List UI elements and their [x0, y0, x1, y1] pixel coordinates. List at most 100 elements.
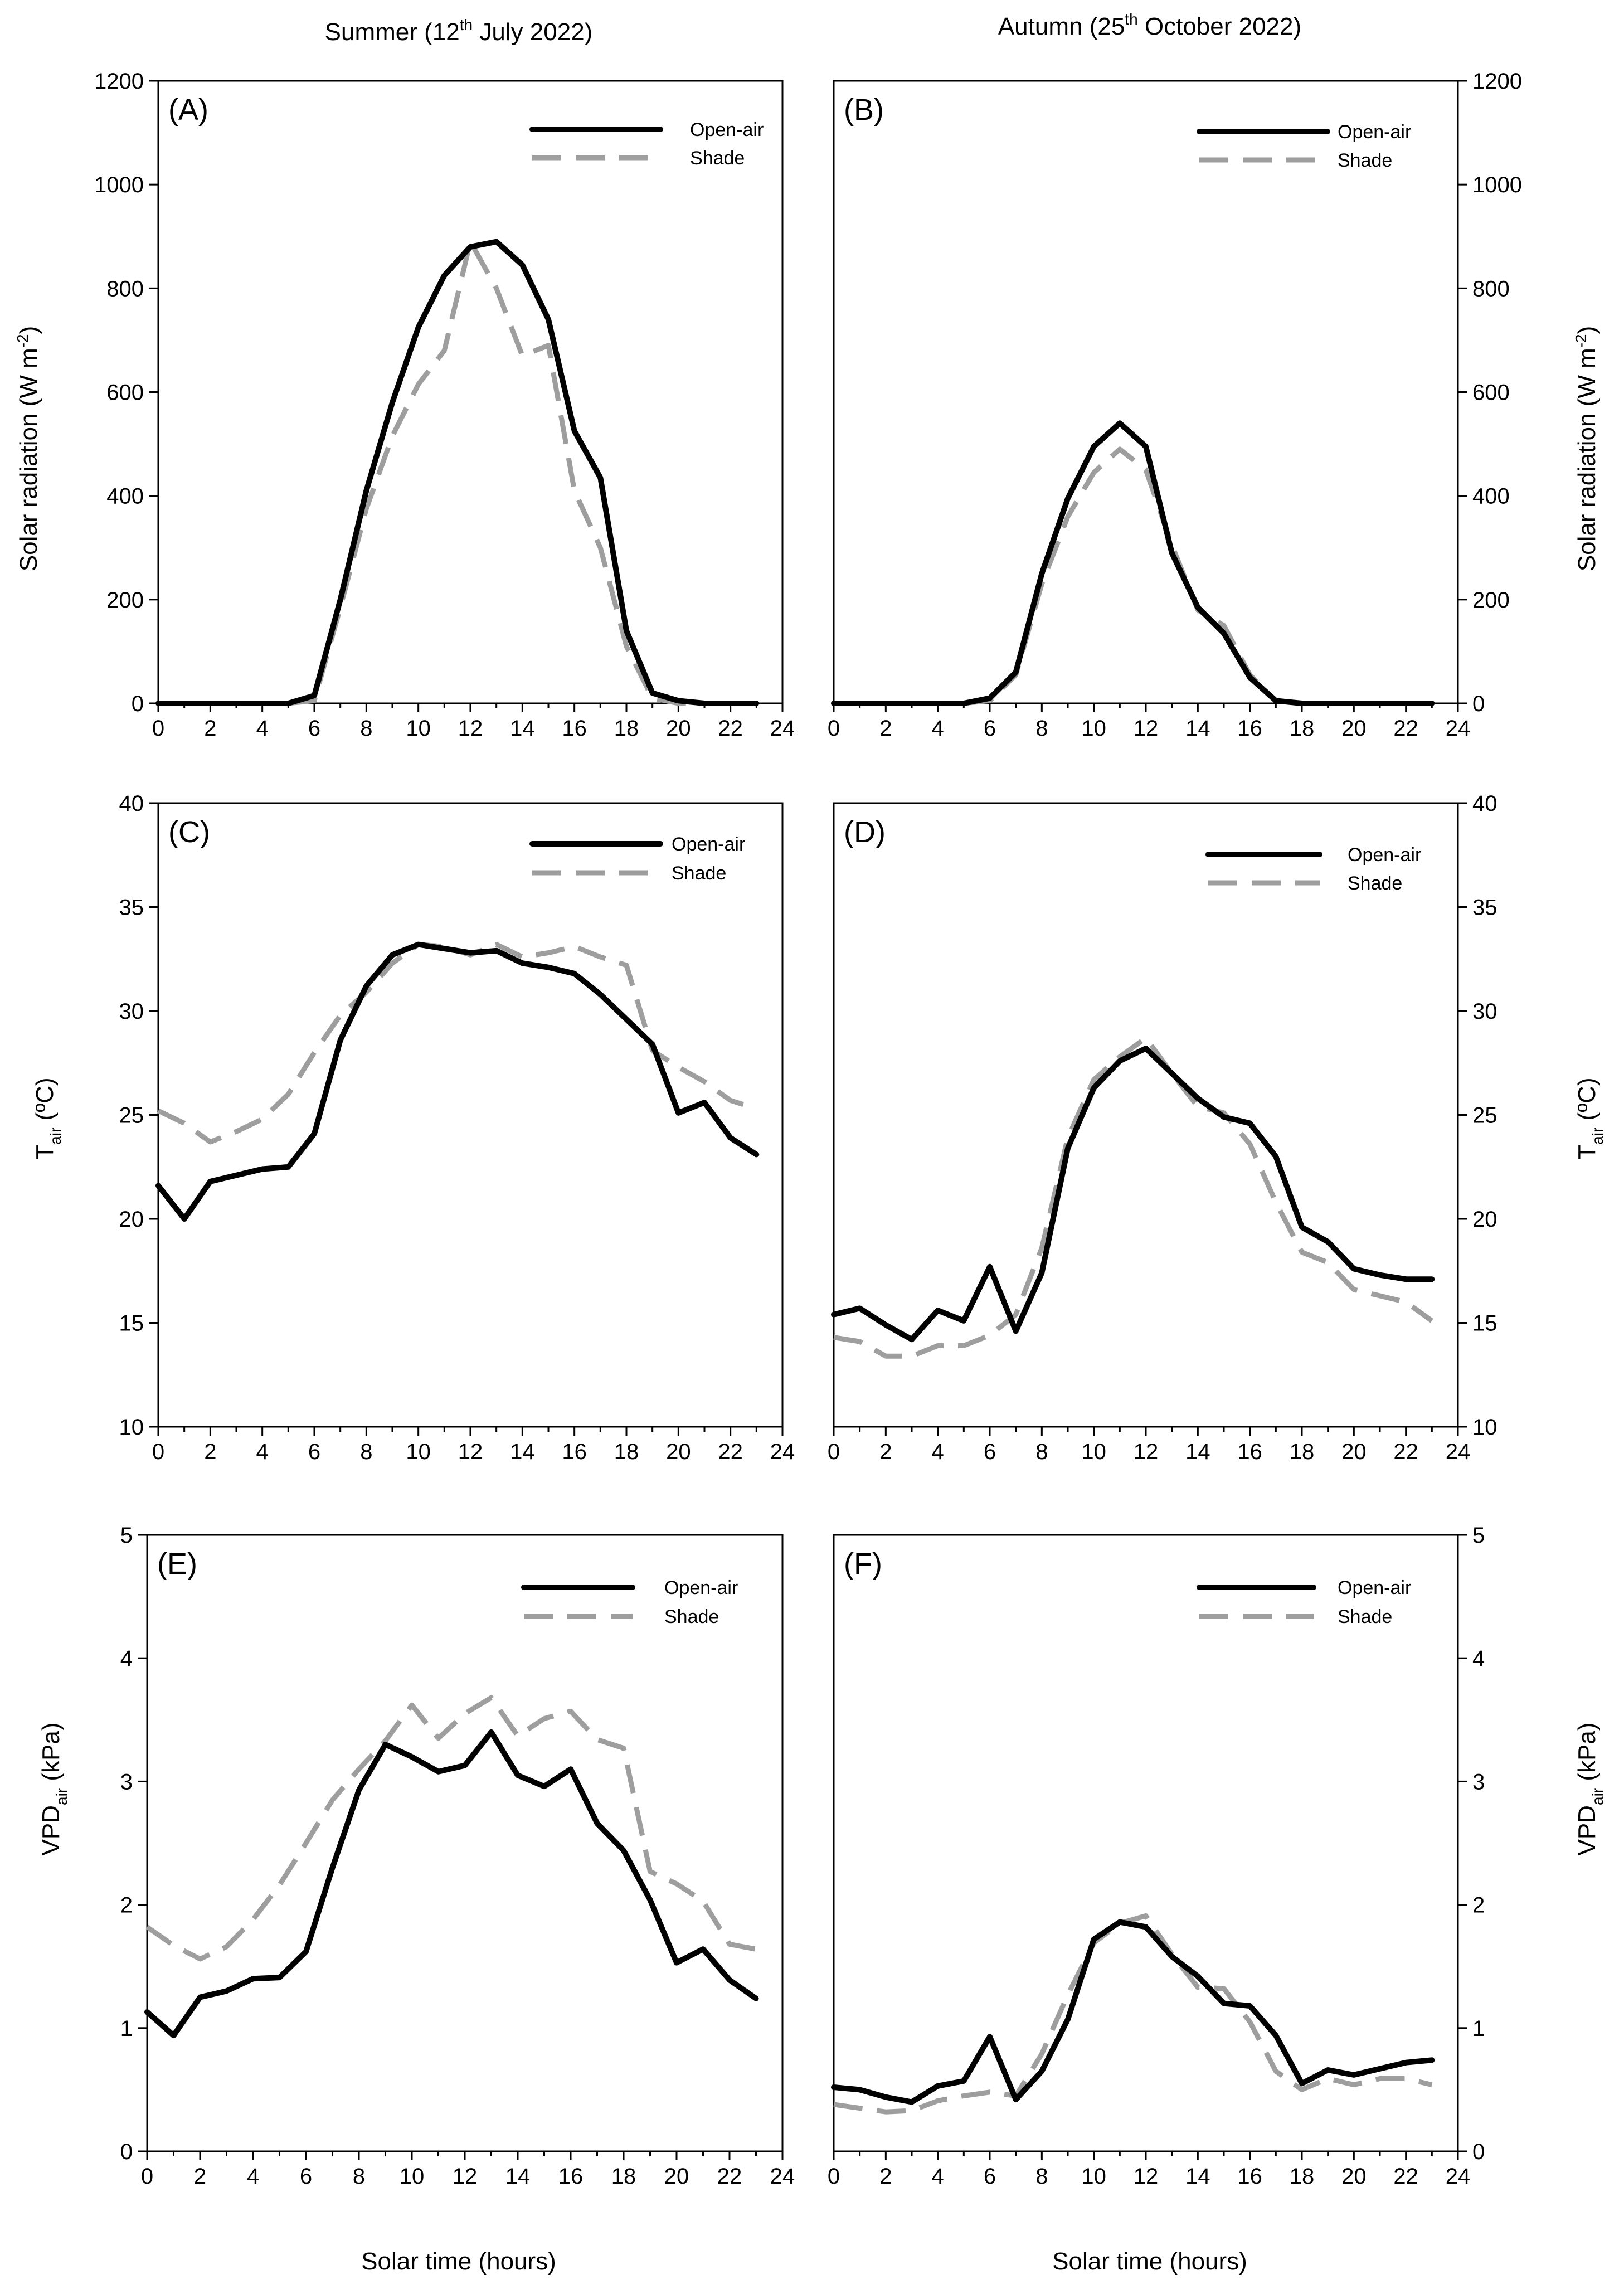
x-tick-label: 8 — [360, 1440, 372, 1464]
series-line-open-air — [831, 1919, 1435, 2105]
column-title-summer: Summer (12th July 2022) — [325, 16, 593, 46]
ylabel-panel-f: VPDair (kPa) — [1573, 1723, 1606, 1856]
y-tick-label: 4 — [120, 1646, 133, 1671]
x-tick-label: 16 — [1237, 716, 1262, 741]
x-tick-label: 4 — [247, 2164, 259, 2189]
y-tick-label: 0 — [1472, 2140, 1485, 2164]
legend-label-shade: Shade — [1348, 873, 1402, 894]
x-tick-label: 18 — [1290, 716, 1315, 741]
x-tick-label: 8 — [1035, 716, 1048, 741]
x-tick-label: 22 — [717, 2164, 742, 2189]
column-title-autumn: Autumn (25th October 2022) — [998, 11, 1301, 40]
x-tick-label: 12 — [458, 716, 483, 741]
x-tick-label: 0 — [828, 2164, 840, 2189]
panel-label: (F) — [844, 1547, 882, 1581]
x-tick-label: 24 — [770, 1440, 795, 1464]
x-tick-label: 8 — [360, 716, 372, 741]
x-tick-label: 22 — [1393, 1440, 1418, 1464]
y-tick-label: 3 — [120, 1770, 133, 1794]
y-tick-label: 35 — [119, 896, 144, 920]
y-tick-label: 2 — [120, 1893, 133, 1918]
x-tick-label: 10 — [400, 2164, 425, 2189]
x-tick-label: 14 — [510, 716, 535, 741]
x-tick-label: 12 — [1134, 2164, 1159, 2189]
x-tick-label: 4 — [256, 1440, 269, 1464]
legend-label-shade: Shade — [1338, 150, 1392, 171]
panel-label: (C) — [168, 815, 210, 849]
x-tick-label: 14 — [1185, 2164, 1210, 2189]
x-tick-label: 0 — [152, 1440, 164, 1464]
x-tick-label: 24 — [770, 2164, 795, 2189]
x-tick-label: 20 — [666, 716, 691, 741]
legend-label-open-air: Open-air — [690, 119, 764, 140]
x-tick-label: 22 — [1393, 716, 1418, 741]
x-tick-label: 14 — [1185, 1440, 1210, 1464]
x-tick-label: 18 — [614, 716, 639, 741]
y-tick-label: 600 — [106, 381, 144, 405]
y-tick-label: 25 — [119, 1104, 144, 1128]
y-tick-label: 1200 — [94, 69, 144, 94]
x-tick-label: 2 — [194, 2164, 206, 2189]
x-tick-label: 22 — [718, 1440, 743, 1464]
y-tick-label: 15 — [1472, 1311, 1497, 1336]
x-tick-label: 4 — [932, 1440, 944, 1464]
x-tick-label: 12 — [458, 1440, 483, 1464]
x-tick-label: 4 — [932, 2164, 944, 2189]
x-tick-label: 2 — [204, 716, 216, 741]
series-line-shade — [833, 1036, 1433, 1359]
x-tick-label: 10 — [1081, 1440, 1106, 1464]
y-tick-label: 3 — [1472, 1770, 1485, 1794]
ylabel-panel-a: Solar radiation (W m-2) — [14, 326, 42, 572]
y-tick-label: 1000 — [94, 173, 144, 197]
panel-label: (D) — [844, 815, 886, 849]
y-tick-label: 800 — [106, 276, 144, 301]
legend-label-open-air: Open-air — [672, 834, 745, 855]
panel-d: 0 2 4 6 8 10 12 14 16 18 20 22 2410152025303540(D)Op… — [828, 791, 1497, 1464]
panel-b: 0 2 4 6 8 10 12 14 16 18 20 22 240200400600800100012… — [828, 69, 1522, 741]
y-tick-label: 800 — [1472, 276, 1510, 301]
y-tick-label: 0 — [120, 2140, 133, 2164]
legend-label-open-air: Open-air — [1348, 844, 1421, 866]
legend-label-open-air: Open-air — [664, 1577, 738, 1598]
y-tick-label: 20 — [1472, 1207, 1497, 1232]
series-line-open-air — [831, 1046, 1435, 1343]
y-tick-label: 20 — [119, 1207, 144, 1232]
x-tick-label: 4 — [256, 716, 269, 741]
x-tick-label: 16 — [562, 1440, 587, 1464]
x-tick-label: 24 — [1446, 716, 1471, 741]
x-tick-label: 16 — [562, 716, 587, 741]
y-tick-label: 15 — [119, 1311, 144, 1336]
x-tick-label: 20 — [1341, 1440, 1367, 1464]
x-tick-label: 2 — [879, 2164, 892, 2189]
panel-label: (A) — [168, 93, 208, 127]
y-tick-label: 2 — [1472, 1893, 1485, 1918]
y-tick-label: 30 — [1472, 999, 1497, 1024]
x-tick-label: 4 — [932, 716, 944, 741]
y-tick-label: 1 — [1472, 2016, 1485, 2041]
x-tick-label: 24 — [1446, 2164, 1471, 2189]
x-tick-label: 20 — [666, 1440, 691, 1464]
legend-label-shade: Shade — [664, 1606, 719, 1627]
x-tick-label: 10 — [1081, 2164, 1106, 2189]
x-tick-label: 20 — [1341, 2164, 1367, 2189]
series-line-open-air — [155, 941, 760, 1222]
x-tick-label: 16 — [1237, 2164, 1262, 2189]
x-tick-label: 18 — [1290, 2164, 1315, 2189]
y-tick-label: 200 — [106, 588, 144, 613]
y-tick-label: 5 — [1472, 1523, 1485, 1548]
x-tick-label: 8 — [1035, 2164, 1048, 2189]
y-tick-label: 25 — [1472, 1104, 1497, 1128]
y-tick-label: 10 — [119, 1415, 144, 1440]
y-tick-label: 4 — [1472, 1646, 1485, 1671]
x-tick-label: 6 — [984, 2164, 996, 2189]
x-tick-label: 18 — [611, 2164, 636, 2189]
x-tick-label: 10 — [1081, 716, 1106, 741]
x-tick-label: 6 — [984, 1440, 996, 1464]
x-tick-label: 0 — [141, 2164, 153, 2189]
panel-label: (E) — [157, 1547, 197, 1581]
x-tick-label: 6 — [308, 1440, 320, 1464]
y-tick-label: 400 — [1472, 484, 1510, 509]
x-tick-label: 2 — [204, 1440, 216, 1464]
